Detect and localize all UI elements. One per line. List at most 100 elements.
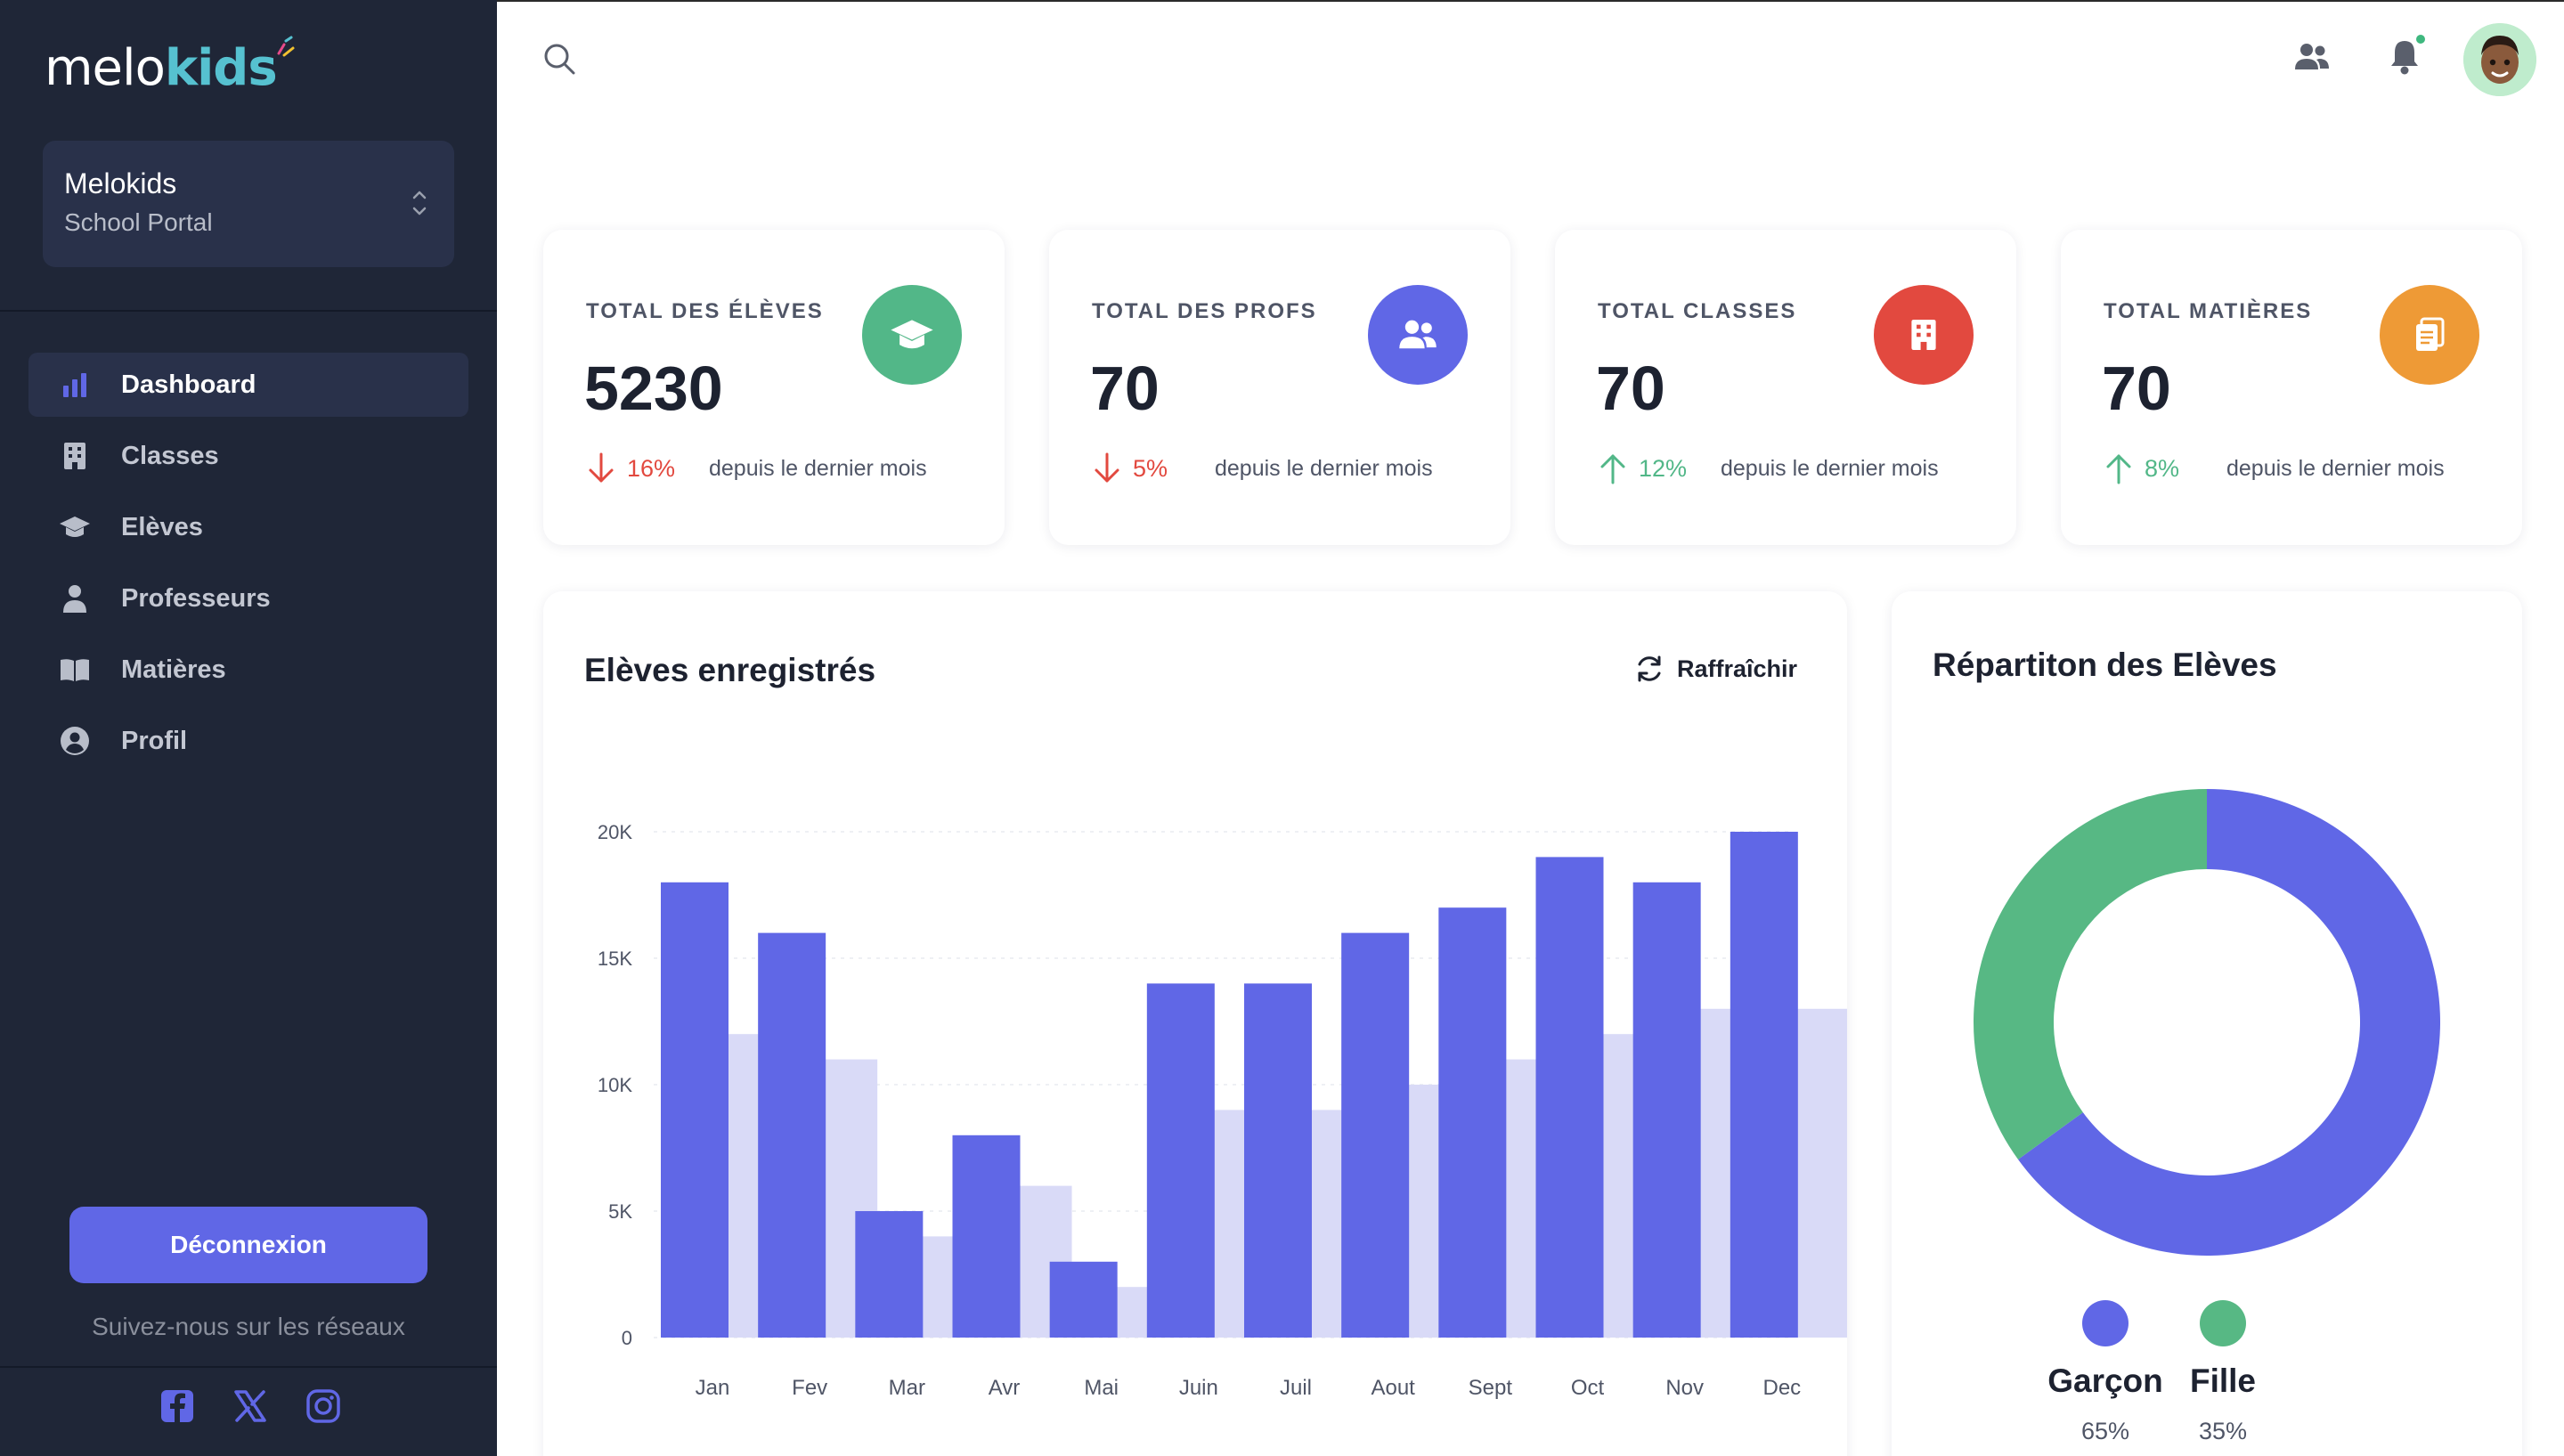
legend-label: Fille xyxy=(2189,1362,2257,1399)
stat-badge xyxy=(1368,285,1468,385)
social-divider xyxy=(0,1366,497,1368)
sidebar-item-profil[interactable]: Profil xyxy=(28,709,468,773)
x-tick-label: Aout xyxy=(1371,1376,1415,1400)
sidebar-item-matieres[interactable]: Matières xyxy=(28,638,468,702)
avatar[interactable] xyxy=(2463,23,2536,96)
stat-trend: 16% depuis le dernier mois xyxy=(586,452,927,484)
legend-percent: 65% xyxy=(2080,1418,2130,1444)
panel-title: Répartiton des Elèves xyxy=(1933,647,2277,683)
legend-item-fille: Fille 35% xyxy=(2161,1300,2285,1445)
stat-trend: 12% depuis le dernier mois xyxy=(1598,452,1939,484)
bell-icon[interactable] xyxy=(2387,37,2422,77)
sidebar-item-label: Dashboard xyxy=(121,370,256,399)
bar-primary xyxy=(661,882,729,1338)
donut-slice-0 xyxy=(2018,789,2440,1256)
sidebar-item-label: Matières xyxy=(121,655,226,684)
users-icon xyxy=(1399,320,1437,349)
distribution-panel: Répartiton des Elèves Garçon 65% Fille 3… xyxy=(1892,591,2522,1456)
stat-badge xyxy=(1874,285,1974,385)
x-tick-label: Jan xyxy=(696,1376,730,1400)
stat-value: 70 xyxy=(1090,354,1160,423)
stat-trend: 5% depuis le dernier mois xyxy=(1092,452,1433,484)
stat-value: 70 xyxy=(1596,354,1665,423)
x-tick-label: Avr xyxy=(989,1376,1021,1400)
x-tick-label: Juin xyxy=(1179,1376,1218,1400)
y-tick-label: 20K xyxy=(598,821,632,843)
logo-text-right: kids xyxy=(164,39,278,97)
sidebar-item-classes[interactable]: Classes xyxy=(28,424,468,488)
sidebar: melo kids Melokids School Portal Dashboar… xyxy=(0,0,497,1456)
instagram-icon[interactable] xyxy=(303,1386,344,1427)
y-tick-label: 0 xyxy=(622,1327,632,1349)
users-icon[interactable] xyxy=(2292,39,2332,75)
trend-note: depuis le dernier mois xyxy=(2226,455,2445,481)
clipboard-icon xyxy=(2416,317,2445,351)
trend-note: depuis le dernier mois xyxy=(709,455,927,481)
trend-percent: 5% xyxy=(1133,454,1168,482)
logo[interactable]: melo kids xyxy=(45,36,295,100)
bar-primary xyxy=(758,932,826,1338)
org-switcher[interactable]: Melokids School Portal xyxy=(43,141,454,267)
notification-dot xyxy=(2413,32,2428,46)
arrow-down-icon xyxy=(589,452,614,483)
arrow-up-icon xyxy=(2106,454,2131,484)
sparkle-icon xyxy=(277,36,295,57)
bar-primary xyxy=(1049,1261,1118,1338)
stat-value: 5230 xyxy=(584,354,723,423)
graduation-cap-icon xyxy=(891,320,933,349)
stat-card-eleves: TOTAL DES ÉLÈVES 5230 16% depuis le dern… xyxy=(543,230,1005,545)
avatar-face-icon xyxy=(2463,23,2536,96)
follow-us-text: Suivez-nous sur les réseaux xyxy=(92,1313,405,1340)
refresh-icon xyxy=(1638,655,1661,682)
stat-card-matieres: TOTAL MATIÈRES 70 8% depuis le dernier m… xyxy=(2061,230,2522,545)
trend-percent: 8% xyxy=(2145,454,2180,482)
facebook-icon[interactable] xyxy=(157,1386,198,1427)
legend-dot xyxy=(2200,1300,2246,1346)
bar-primary xyxy=(1535,857,1604,1338)
building-icon xyxy=(59,440,91,472)
book-icon xyxy=(59,654,91,686)
sidebar-item-label: Classes xyxy=(121,441,219,470)
x-tick-label: Nov xyxy=(1665,1376,1704,1400)
donut-slice-1 xyxy=(1974,789,2207,1159)
arrow-down-icon xyxy=(1095,452,1119,483)
bar-primary xyxy=(1244,983,1312,1338)
stat-badge xyxy=(862,285,962,385)
stat-card-classes: TOTAL CLASSES 70 12% depuis le dernier m… xyxy=(1555,230,2016,545)
logo-text-left: melo xyxy=(45,39,166,97)
chevron-up-down-icon xyxy=(412,191,427,216)
bar-primary xyxy=(1632,882,1701,1338)
sidebar-divider xyxy=(0,310,497,312)
legend-dot xyxy=(2082,1300,2129,1346)
refresh-button[interactable]: Raffraîchir xyxy=(1634,654,1797,684)
arrow-up-icon xyxy=(1600,454,1625,484)
trend-percent: 12% xyxy=(1639,454,1688,482)
sidebar-item-dashboard[interactable]: Dashboard xyxy=(28,353,468,417)
sidebar-item-label: Professeurs xyxy=(121,583,271,613)
trend-note: depuis le dernier mois xyxy=(1215,455,1433,481)
trend-note: depuis le dernier mois xyxy=(1721,455,1939,481)
x-tick-label: Fev xyxy=(792,1376,827,1400)
building-icon xyxy=(1911,320,1936,350)
social-links xyxy=(157,1386,344,1427)
stat-trend: 8% depuis le dernier mois xyxy=(2104,452,2445,484)
user-icon xyxy=(59,582,91,614)
x-twitter-icon[interactable] xyxy=(230,1386,271,1427)
x-tick-label: Juil xyxy=(1280,1376,1312,1400)
stat-title: TOTAL MATIÈRES xyxy=(2104,299,2313,323)
sidebar-item-professeurs[interactable]: Professeurs xyxy=(28,566,468,630)
legend-percent: 35% xyxy=(2198,1418,2248,1444)
panel-title: Elèves enregistrés xyxy=(584,652,876,688)
stat-title: TOTAL DES PROFS xyxy=(1092,299,1317,323)
org-name: Melokids xyxy=(64,167,177,199)
bar-chart: 0 5K 10K 15K 20K Jan Fev Mar Avr Mai Juin Juil Aout S… xyxy=(598,821,1847,1400)
logout-button[interactable]: Déconnexion xyxy=(69,1207,427,1283)
sidebar-item-eleves[interactable]: Elèves xyxy=(28,495,468,559)
x-tick-label: Oct xyxy=(1571,1376,1605,1400)
top-border xyxy=(497,0,2564,2)
y-tick-label: 10K xyxy=(598,1074,632,1096)
search-icon[interactable] xyxy=(541,41,577,77)
sidebar-item-label: Elèves xyxy=(121,512,203,541)
sidebar-nav: Dashboard Classes Elèves Professeurs Mat… xyxy=(28,353,468,780)
sidebar-item-label: Profil xyxy=(121,726,188,755)
